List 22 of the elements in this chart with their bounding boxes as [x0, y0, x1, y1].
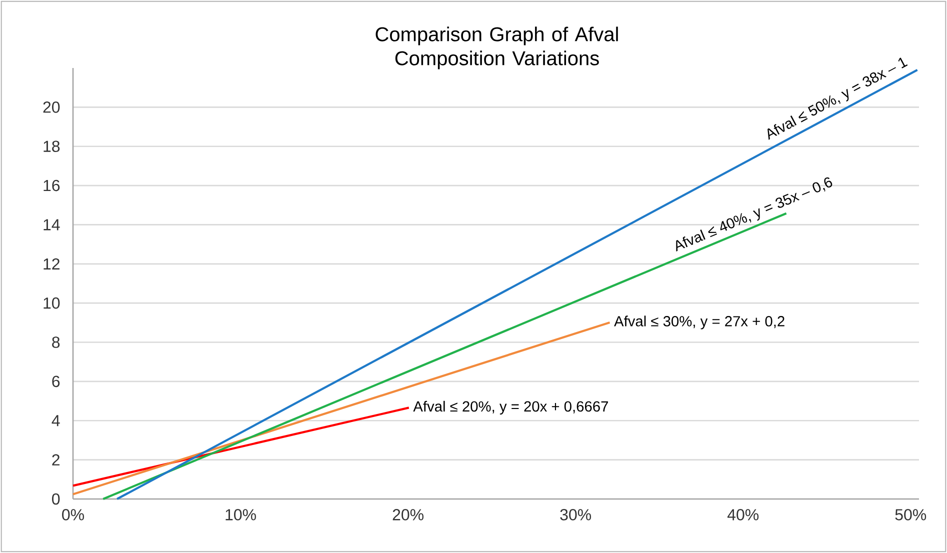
- x-tick-label: 20%: [392, 509, 424, 520]
- y-tick-label: 8: [52, 336, 60, 348]
- x-tick-label: 50%: [895, 509, 926, 520]
- annotation: Afval ≤ 50%, y = 38x – 1: [768, 58, 908, 140]
- y-tick-label: 20: [43, 102, 60, 113]
- y-tick-label: 6: [52, 376, 60, 388]
- y-tick-label: 14: [44, 219, 60, 230]
- x-tick-label: 30%: [560, 509, 592, 520]
- y-tick-label: 18: [44, 140, 60, 152]
- annotation: Afval ≤ 20%, y = 20x + 0,6667: [413, 400, 608, 415]
- annotation: Afval ≤ 40%, y = 35x – 0,6: [676, 177, 832, 252]
- y-tick-label: 4: [52, 415, 60, 426]
- y-tick-label: 16: [44, 180, 60, 192]
- y-tick-label: 0: [52, 493, 60, 505]
- y-tick-label: 10: [44, 297, 60, 309]
- x-tick-label: 10%: [226, 509, 256, 520]
- x-tick-label: 0%: [62, 509, 84, 520]
- annotation: Afval ≤ 30%, y = 27x + 0,2: [614, 316, 784, 330]
- x-tick-label: 40%: [727, 509, 759, 520]
- y-tick-label: 12: [44, 258, 60, 270]
- y-tick-label: 2: [52, 454, 60, 466]
- chart-title: Comparison Graph of Afval Composition Variations: [376, 26, 618, 70]
